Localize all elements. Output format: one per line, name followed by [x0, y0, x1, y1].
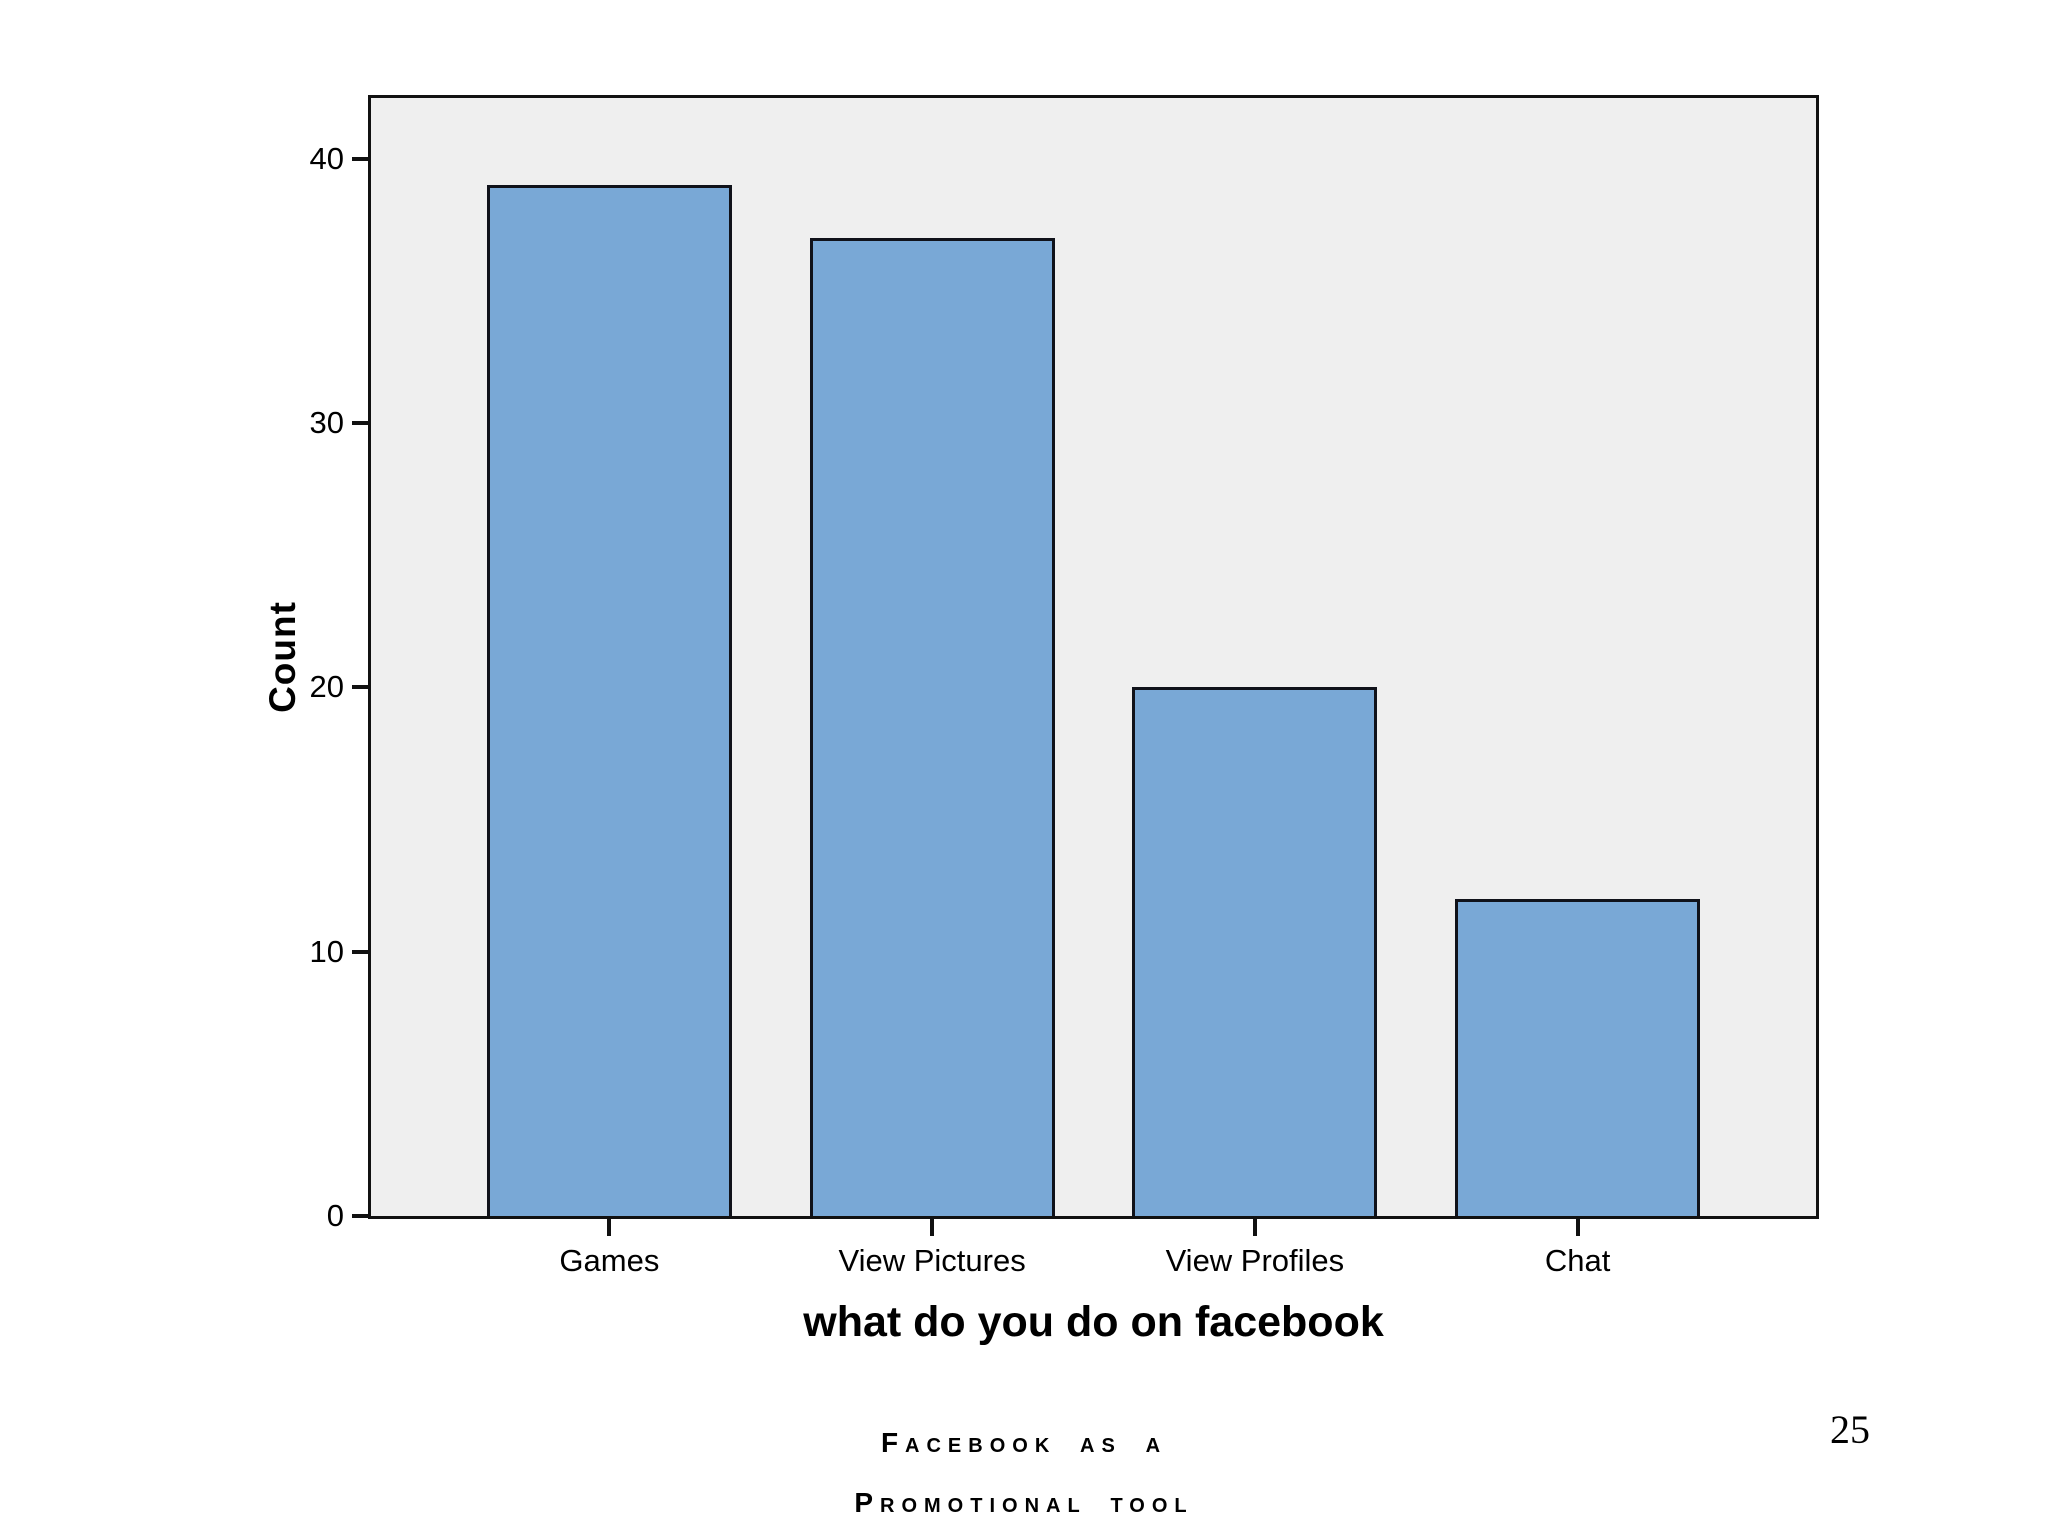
- y-tick-mark: [352, 1214, 371, 1218]
- x-category-label: View Profiles: [1165, 1243, 1345, 1278]
- x-tick-mark: [930, 1219, 935, 1236]
- y-tick-mark: [352, 421, 371, 426]
- bar-view-profiles: [1132, 687, 1378, 1216]
- x-category-label: Chat: [1544, 1243, 1611, 1278]
- slide-footer: Facebook as a Promotional tool: [0, 1428, 2048, 1536]
- plot-area: Count what do you do on facebook 0 10 20 30…: [262, 95, 1819, 1346]
- y-tick-mark: [352, 685, 371, 690]
- footer-line-1: Facebook as a: [880, 1427, 1168, 1458]
- y-tick-label: 0: [326, 1198, 344, 1233]
- x-category-label: Games: [559, 1243, 660, 1278]
- footer-line-2: Promotional tool: [854, 1487, 1194, 1518]
- bar-games: [486, 185, 732, 1216]
- y-tick-label: 10: [309, 933, 344, 969]
- x-tick-mark: [607, 1219, 612, 1236]
- x-tick-mark: [1252, 1219, 1257, 1236]
- x-axis-title: what do you do on facebook: [803, 1298, 1384, 1346]
- x-tick-mark: [1575, 1219, 1580, 1236]
- page-number: 25: [1830, 1407, 1870, 1452]
- bar-view-pictures: [809, 238, 1055, 1216]
- y-tick-label: 20: [309, 669, 344, 705]
- y-tick-mark: [352, 949, 371, 954]
- y-tick-label: 30: [309, 405, 344, 441]
- bar-chat: [1455, 898, 1701, 1216]
- y-tick-mark: [352, 156, 371, 161]
- y-tick-label: 40: [309, 140, 344, 176]
- x-category-label: View Pictures: [838, 1243, 1026, 1278]
